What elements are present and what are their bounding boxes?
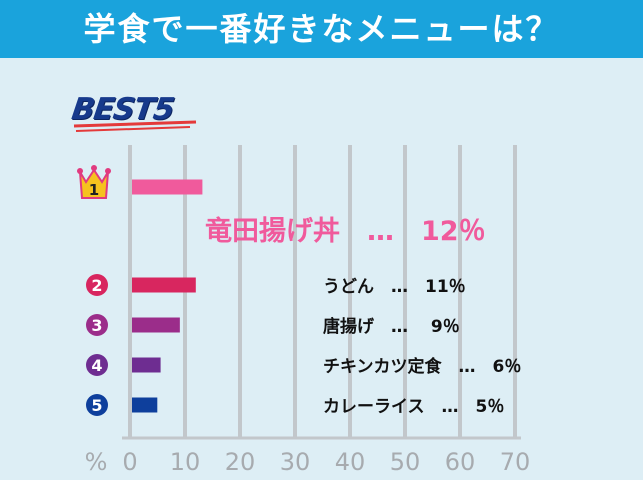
rank-number-5: 5 xyxy=(91,396,102,415)
data-label-rank-4: チキンカツ定食 … 6％ xyxy=(323,356,521,377)
rank-number-3: 3 xyxy=(91,316,102,335)
badge-underline xyxy=(73,120,197,128)
crown-shape xyxy=(79,168,109,199)
crown-jewel-center xyxy=(91,165,97,171)
data-label-rank-5: カレーライス … 5％ xyxy=(323,397,504,417)
x-tick-label-30: 30 xyxy=(280,448,311,476)
rank-circle-2 xyxy=(86,274,108,296)
x-tick-label-10: 10 xyxy=(170,448,201,476)
rank-number-2: 2 xyxy=(91,276,102,295)
x-tick-label-40: 40 xyxy=(335,448,366,476)
x-tick-label-50: 50 xyxy=(390,448,421,476)
rank-number-1: 1 xyxy=(89,181,99,199)
crown-jewel-right xyxy=(105,168,111,174)
bar-rank-5 xyxy=(132,397,158,413)
rank-circle-5 xyxy=(86,394,108,416)
crown-jewel-left xyxy=(77,168,83,174)
bottom-strip xyxy=(0,480,643,501)
rank-number-4: 4 xyxy=(91,356,102,375)
rank-circle-4 xyxy=(86,354,108,376)
bar-rank-2 xyxy=(132,277,196,293)
x-tick-label-70: 70 xyxy=(500,448,531,476)
page-title: 学食で一番好きなメニューは？ xyxy=(83,10,560,48)
badge-underline-2 xyxy=(75,126,191,132)
rank-circle-3 xyxy=(86,314,108,336)
x-axis-unit-label: % xyxy=(85,448,108,476)
data-label-rank-3: 唐揚げ … 9％ xyxy=(323,316,460,337)
header-bar: 学食で一番好きなメニューは？ xyxy=(0,0,643,58)
bar-rank-4 xyxy=(132,357,161,373)
x-tick-label-0: 0 xyxy=(122,448,137,476)
data-label-rank-2: うどん … 11％ xyxy=(323,277,466,297)
data-label-rank-1: 竜田揚げ丼 … 12％ xyxy=(205,215,486,247)
crown-icon: 1 xyxy=(77,165,111,199)
bar-rank-3 xyxy=(132,317,180,333)
x-tick-label-20: 20 xyxy=(225,448,256,476)
x-tick-label-60: 60 xyxy=(445,448,476,476)
bar-rank-1 xyxy=(132,179,203,195)
